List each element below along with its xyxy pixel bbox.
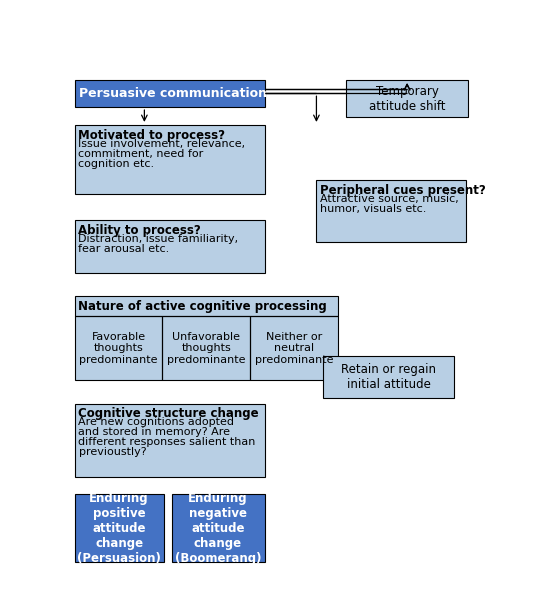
Text: Peripheral cues present?: Peripheral cues present? — [320, 184, 486, 197]
Bar — [74, 296, 338, 381]
Text: Temporary
attitude shift: Temporary attitude shift — [369, 85, 445, 113]
Text: fear arousal etc.: fear arousal etc. — [79, 244, 170, 254]
Bar — [74, 125, 264, 194]
Bar — [74, 220, 264, 272]
Text: Favorable
thoughts
predominante: Favorable thoughts predominante — [79, 332, 158, 365]
Text: Neither or
neutral
predominante: Neither or neutral predominante — [255, 332, 333, 365]
Bar — [74, 495, 164, 562]
Text: Distraction, issue familiarity,: Distraction, issue familiarity, — [79, 234, 239, 244]
Bar — [346, 80, 468, 117]
Text: Issue involvement, relevance,: Issue involvement, relevance, — [79, 139, 246, 149]
Text: humor, visuals etc.: humor, visuals etc. — [320, 204, 427, 214]
Text: Enduring
positive
attitude
change
(Persuasion): Enduring positive attitude change (Persu… — [77, 492, 161, 565]
Text: commitment, need for: commitment, need for — [79, 149, 204, 159]
Text: Unfavorable
thoughts
predominante: Unfavorable thoughts predominante — [167, 332, 246, 365]
Bar — [323, 356, 454, 398]
Text: Retain or regain
initial attitude: Retain or regain initial attitude — [341, 363, 436, 391]
Text: Are new cognitions adopted: Are new cognitions adopted — [79, 417, 234, 428]
Bar — [316, 180, 466, 242]
Bar — [74, 403, 264, 477]
Text: Attractive source, music,: Attractive source, music, — [320, 194, 459, 204]
Text: Enduring
negative
attitude
change
(Boomerang): Enduring negative attitude change (Boome… — [175, 492, 261, 565]
Text: Motivated to process?: Motivated to process? — [79, 129, 225, 142]
Text: cognition etc.: cognition etc. — [79, 159, 155, 169]
Text: Nature of active cognitive processing: Nature of active cognitive processing — [79, 300, 327, 313]
Text: and stored in memory? Are: and stored in memory? Are — [79, 428, 231, 437]
Text: Ability to process?: Ability to process? — [79, 224, 201, 237]
Bar — [74, 80, 264, 107]
Text: different responses salient than: different responses salient than — [79, 437, 256, 448]
Bar — [172, 495, 264, 562]
Text: Cognitive structure change: Cognitive structure change — [79, 408, 259, 420]
Text: Persuasive communication: Persuasive communication — [79, 87, 268, 100]
Text: previoustly?: previoustly? — [79, 448, 146, 457]
